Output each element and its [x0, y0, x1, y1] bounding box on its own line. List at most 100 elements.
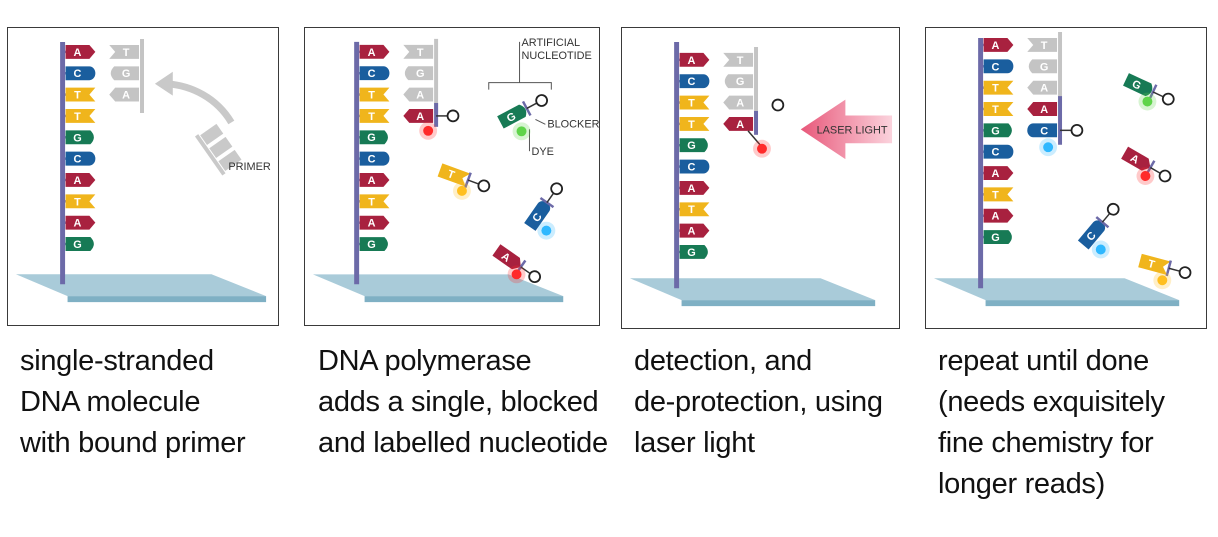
template-nucleotide-G: G [355, 130, 388, 144]
dye-icon [516, 126, 527, 137]
template-nucleotide-C: C [355, 151, 390, 166]
svg-text:A: A [74, 47, 82, 59]
svg-text:G: G [991, 125, 999, 137]
svg-text:C: C [688, 76, 696, 88]
svg-text:A: A [736, 98, 744, 110]
template-nucleotide-C: C [675, 74, 710, 88]
caption-line: adds a single, blocked [318, 386, 599, 418]
template-nucleotide-C: C [355, 66, 390, 80]
primer-bound: TGA [1027, 32, 1063, 107]
svg-text:C: C [992, 147, 1000, 159]
template-nucleotide-A: A [355, 215, 390, 230]
laser-arrow-icon [800, 99, 893, 160]
svg-text:A: A [368, 175, 376, 187]
template-nucleotide-T: T [61, 194, 96, 208]
template-nucleotide-A: A [979, 166, 1014, 180]
primer-nucleotide-A: A [1027, 80, 1058, 95]
svg-text:A: A [688, 226, 696, 238]
template-nucleotide-C: C [979, 59, 1014, 73]
template-nucleotide-A: A [61, 215, 96, 230]
nucleotide-label: NUCLEOTIDE [522, 50, 592, 62]
primer-bound: TGA [109, 39, 144, 113]
svg-text:C: C [74, 154, 82, 166]
template-nucleotide-A: A [979, 38, 1014, 52]
caption-panel-3: detection, and de-protection, using lase… [634, 341, 883, 464]
primer-bound: TGA [723, 46, 759, 121]
svg-text:T: T [992, 189, 999, 201]
primer-nucleotide-G: G [724, 74, 754, 88]
svg-text:T: T [368, 196, 375, 208]
laser-light-label: LASER LIGHT [817, 124, 888, 136]
svg-text:G: G [1040, 61, 1048, 73]
bracket-line [488, 41, 552, 90]
blocker-label: BLOCKER [547, 118, 599, 130]
caption-line: DNA polymerase [318, 345, 532, 377]
caption-line: detection, and [634, 345, 812, 377]
caption-panel-2: DNA polymerase adds a single, blocked an… [318, 341, 608, 464]
dye-icon [1095, 244, 1106, 255]
svg-text:C: C [1040, 125, 1048, 137]
arrow-head-icon [154, 71, 173, 96]
template-nucleotide-T: T [61, 109, 96, 123]
svg-text:T: T [74, 90, 81, 102]
primer-nucleotide-G: G [110, 66, 140, 80]
detached-blocker-icon [771, 98, 785, 112]
template-nucleotide-C: C [61, 151, 96, 166]
free-nucleotide-G: G [1123, 73, 1175, 106]
svg-text:A: A [416, 111, 424, 123]
dye-icon [423, 125, 434, 136]
template-nucleotide-G: G [979, 123, 1012, 137]
dye-icon [456, 185, 467, 196]
template-nucleotide-G: G [675, 138, 708, 152]
svg-text:G: G [367, 132, 375, 144]
svg-text:G: G [73, 239, 81, 251]
glass-slide-edge [67, 296, 267, 303]
svg-text:A: A [688, 183, 696, 195]
svg-text:G: G [416, 68, 424, 80]
artificial-label: ARTIFICIAL [522, 37, 581, 49]
template-nucleotide-T: T [355, 108, 390, 123]
template-nucleotide-T: T [979, 80, 1014, 95]
svg-text:A: A [368, 47, 376, 59]
floating-primer-icon [194, 123, 242, 176]
svg-text:A: A [122, 90, 130, 102]
template-nucleotide-T: T [979, 187, 1014, 201]
added-nucleotide-C: C [1027, 123, 1058, 137]
glass-slide-edge [364, 296, 564, 303]
free-nucleotides: G T CA [437, 94, 563, 284]
svg-text:G: G [991, 232, 999, 244]
glass-slide [312, 274, 564, 297]
template-nucleotide-C: C [979, 144, 1014, 159]
template-nucleotide-A: A [61, 44, 96, 59]
added-nucleotide-A: A [723, 116, 754, 131]
glass-slide [933, 278, 1180, 301]
caption-line: DNA molecule [20, 386, 201, 418]
free-nucleotide-T: T [437, 163, 491, 193]
template-nucleotide-T: T [675, 116, 710, 131]
svg-text:A: A [736, 119, 744, 131]
primer-nucleotide-T: T [403, 44, 434, 59]
svg-text:T: T [737, 55, 744, 67]
template-nucleotide-G: G [61, 130, 94, 144]
caption-line: with bound primer [20, 427, 246, 459]
caption-line: fine chemistry for [938, 427, 1154, 459]
svg-text:A: A [992, 211, 1000, 223]
free-nucleotide-T: T [1138, 253, 1192, 279]
template-nucleotide-G: G [675, 245, 708, 259]
primer-bound: TGA [403, 38, 439, 113]
svg-text:A: A [688, 55, 696, 67]
template-nucleotide-T: T [675, 95, 710, 110]
caption-line: and labelled nucleotide [318, 427, 608, 459]
caption-panel-4: repeat until done (needs exquisitely fin… [938, 341, 1165, 505]
svg-text:T: T [992, 104, 999, 116]
caption-line: single-stranded [20, 345, 214, 377]
primer-nucleotide-G: G [404, 66, 434, 80]
template-nucleotide-A: A [355, 173, 390, 187]
dye-label: DYE [531, 146, 553, 158]
svg-text:C: C [74, 68, 82, 80]
added-nucleotide: A [403, 102, 460, 140]
svg-text:T: T [446, 168, 457, 182]
